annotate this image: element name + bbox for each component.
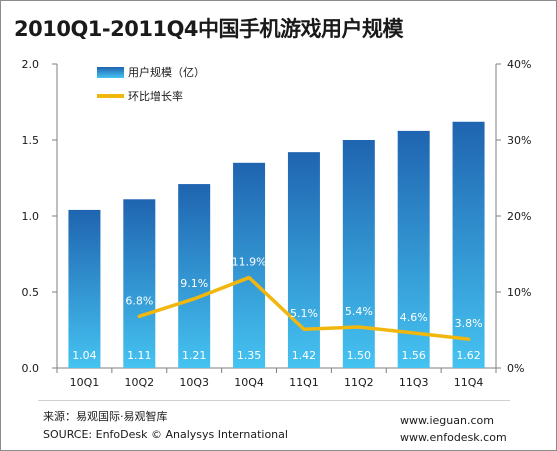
y-left-tick-label: 1.0 [22,210,40,223]
growth-rate-label: 5.4% [345,305,373,318]
growth-rate-label: 6.8% [125,294,153,307]
growth-rate-label: 3.8% [455,317,483,330]
growth-rate-line [137,275,471,341]
bar [342,140,375,368]
y-left-tick-label: 0.5 [22,286,40,299]
y-left-tick-label: 2.0 [22,58,40,71]
y-right-tick-label: 10% [507,286,531,299]
bar-value-label: 1.56 [401,349,426,362]
bar-value-label: 1.04 [72,349,97,362]
legend-bar-swatch [97,67,124,78]
x-tick-label: 11Q2 [344,376,374,389]
bar [452,121,485,368]
bars [68,121,485,368]
y-right-tick-label: 20% [507,210,531,223]
y-left-tick-label: 1.5 [22,134,40,147]
bar-value-label: 1.62 [456,349,481,362]
x-tick-label: 11Q4 [454,376,484,389]
bar [397,130,430,368]
footer-divider [38,400,510,401]
bar-value-label: 1.11 [127,349,152,362]
legend-line-label: 环比增长率 [128,89,183,103]
url-enfodesk: www.enfodesk.com [400,431,507,444]
bar [287,152,320,368]
bar-value-label: 1.21 [182,349,207,362]
data-labels: 1.04 1.11 1.21 1.35 1.42 1.50 1.56 1.62 6.8% 9.1%… [72,256,482,362]
growth-line [137,275,471,341]
growth-rate-label: 5.1% [290,307,318,320]
growth-rate-label: 9.1% [180,277,208,290]
growth-rate-label: 4.6% [400,311,428,324]
chart-title: 2010Q1-2011Q4中国手机游戏用户规模 [14,17,404,41]
bar [233,162,266,368]
bar [123,199,156,368]
x-tick-label: 10Q2 [124,376,154,389]
x-tick-label: 11Q1 [289,376,319,389]
x-tick-label: 10Q1 [70,376,100,389]
y-right-tick-label: 40% [507,58,531,71]
x-tick-label: 10Q3 [179,376,209,389]
legend-bar-label: 用户规模（亿） [128,65,205,79]
source-cn: 来源：易观国际·易观智库 [43,410,168,423]
bar-value-label: 1.35 [237,349,262,362]
x-tick-label: 11Q3 [399,376,429,389]
bar [178,184,211,368]
source-en: SOURCE: EnfoDesk © Analysys Internationa… [43,428,288,441]
bar-value-label: 1.42 [292,349,317,362]
url-ieguan: www.ieguan.com [400,414,494,427]
growth-rate-label: 11.9% [232,256,267,269]
y-right-tick-label: 0% [507,362,524,375]
x-tick-label: 10Q4 [234,376,264,389]
legend: 用户规模（亿） 环比增长率 [97,65,205,103]
y-right-tick-label: 30% [507,134,531,147]
bar [68,209,101,368]
bar-value-label: 1.50 [347,349,372,362]
y-left-tick-label: 0.0 [22,362,40,375]
